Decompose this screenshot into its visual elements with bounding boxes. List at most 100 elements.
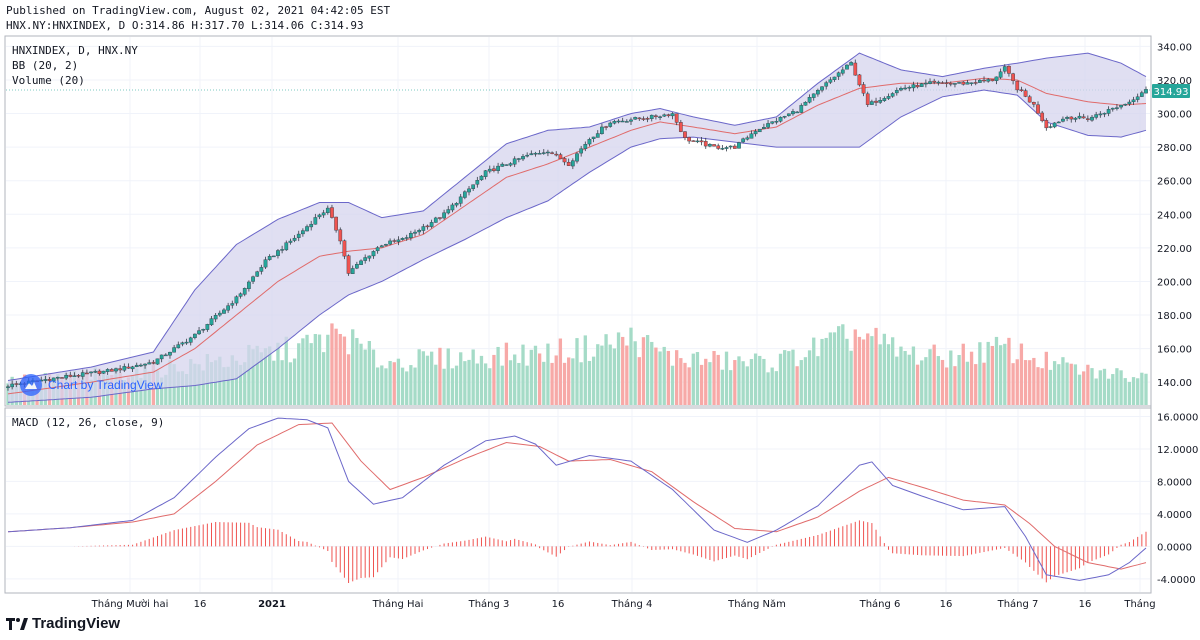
candle-body [305, 226, 309, 232]
volume-bar [699, 364, 704, 405]
tradingview-logo-icon [6, 617, 28, 630]
volume-bar [525, 365, 529, 405]
volume-bar [874, 327, 878, 405]
candle-body [458, 196, 463, 204]
volume-bar [683, 362, 687, 405]
candle-body [853, 62, 858, 76]
candle-body [151, 362, 156, 364]
candle-body [1102, 112, 1107, 115]
candle-body [757, 128, 762, 133]
volume-bar [944, 367, 949, 405]
candle-body [1131, 99, 1136, 103]
candle-body [163, 354, 168, 357]
candle-body [687, 137, 691, 142]
candle-body [371, 251, 376, 257]
candle-body [388, 240, 392, 245]
volume-bar [351, 329, 355, 405]
volume-bar [841, 324, 845, 405]
candle-body [683, 131, 687, 138]
volume-bar [1090, 368, 1094, 405]
volume-bar [388, 360, 392, 405]
volume-bar [396, 358, 401, 405]
candle-body [882, 98, 887, 101]
tradingview-logo[interactable]: TradingView [6, 615, 120, 632]
candle-body [546, 151, 550, 154]
volume-bar [284, 336, 288, 405]
candle-body [396, 239, 401, 242]
volume-bar [297, 343, 301, 405]
candle-body [209, 318, 214, 326]
candle-body [998, 71, 1003, 78]
candle-body [76, 375, 81, 377]
candle-body [321, 212, 326, 216]
volume-bar [936, 356, 940, 405]
volume-bar [907, 354, 911, 405]
volume-bar [957, 354, 961, 405]
volume-bar [184, 374, 189, 405]
candle-body [363, 257, 368, 261]
volume-bar [670, 365, 675, 405]
volume-bar [857, 336, 862, 405]
candle-body [438, 217, 442, 219]
candle-body [1094, 114, 1099, 118]
volume-bar [413, 367, 417, 405]
volume-bar [949, 350, 953, 405]
volume-bar [837, 326, 841, 405]
volume-bar [924, 357, 928, 405]
candle-body [604, 126, 608, 128]
volume-bar [446, 348, 450, 405]
volume-bar [965, 361, 970, 405]
volume-bar [1036, 367, 1040, 405]
candle-body [741, 138, 745, 143]
legend-macd: MACD (12, 26, close, 9) [12, 416, 164, 429]
volume-bar [878, 344, 882, 405]
volume-bar [429, 351, 434, 405]
macd-pane[interactable] [4, 407, 1152, 594]
candle-body [990, 79, 995, 82]
candle-body [820, 86, 824, 91]
volume-bar [492, 354, 496, 405]
candle-body [1032, 102, 1036, 105]
time-axis-tick: Tháng 3 [468, 598, 510, 610]
volume-bar [363, 349, 367, 405]
candle-body [379, 245, 384, 248]
chart-watermark[interactable]: Chart by TradingView [20, 374, 163, 396]
candle-body [654, 115, 658, 118]
candle-body [944, 82, 949, 84]
candle-body [492, 168, 496, 171]
volume-bar [554, 355, 558, 405]
volume-bar [529, 349, 533, 405]
volume-bar [467, 359, 471, 405]
candle-body [886, 96, 891, 99]
candle-body [620, 120, 625, 123]
volume-bar [625, 345, 629, 405]
candle-body [699, 140, 704, 143]
candle-body [296, 233, 301, 238]
candle-body [413, 231, 417, 234]
candle-body [172, 347, 176, 353]
candle-body [637, 117, 642, 120]
candle-body [791, 111, 795, 115]
volume-bar [380, 365, 384, 405]
volume-bar [708, 362, 712, 405]
signal-line [7, 422, 1147, 570]
volume-bar [542, 361, 546, 405]
volume-bar [637, 357, 641, 405]
ohlc-header: HNX.NY:HNXINDEX, D O:314.86 H:317.70 L:3… [6, 19, 364, 32]
volume-bar [434, 364, 438, 405]
candle-body [504, 164, 509, 166]
candle-body [1123, 103, 1128, 106]
candle-body [317, 214, 322, 218]
legend-volume: Volume (20) [12, 74, 85, 87]
candle-body [496, 165, 500, 171]
candle-body [64, 375, 69, 379]
volume-bar [164, 374, 168, 405]
candle-body [313, 217, 318, 225]
candle-body [670, 113, 675, 117]
volume-bar [1102, 368, 1107, 405]
candle-body [325, 207, 330, 213]
last-price-value: 314.93 [1154, 87, 1189, 98]
candle-body [454, 203, 459, 206]
volume-bar [870, 336, 874, 405]
